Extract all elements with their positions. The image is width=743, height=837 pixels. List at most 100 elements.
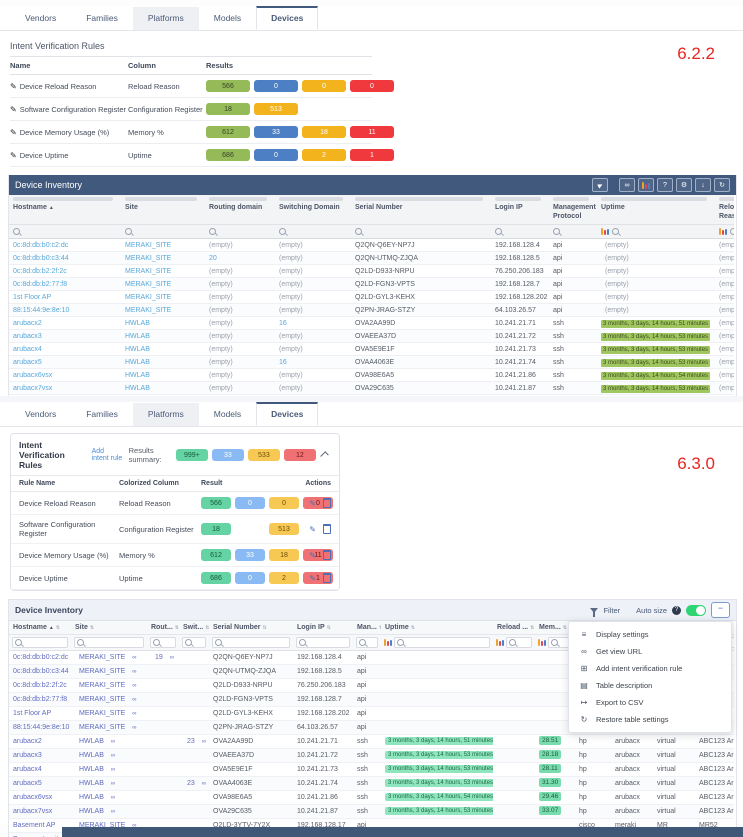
column-filter[interactable] [121,225,205,238]
hostname-link[interactable]: arubacx6vsx [13,794,53,801]
tab-devices[interactable]: Devices [256,6,319,30]
menu-item[interactable]: ↦ Export to CSV [569,694,731,711]
hostname-link[interactable]: 0c:8d:db:b0:c2:dc [13,241,69,249]
column-header[interactable]: Hostname ▲ [13,204,54,211]
hostname-link[interactable]: arubacx7vsx [13,808,53,815]
menu-item[interactable]: ▤ Table description [569,677,731,694]
help-icon[interactable]: ? [657,178,673,192]
routing-domain-link[interactable]: 19 [155,654,163,661]
hostname-link[interactable]: 0c:8d:db:b2:77:f8 [13,280,68,288]
routing-domain-link[interactable] [151,681,157,690]
column-handle[interactable] [125,197,197,201]
site-link[interactable]: MERAKI_SITE [125,254,172,262]
hostname-link[interactable]: 0c:8d:db:b2:77:f8 [13,696,68,703]
column-header[interactable]: Mem...▲⇅ [539,624,567,631]
search-input[interactable] [74,637,144,648]
info-icon[interactable]: ? [672,605,681,615]
switching-domain-link[interactable]: 23 [187,738,195,745]
site-link[interactable]: HWLAB [125,358,150,366]
column-header[interactable]: Rout...▲⇅ [151,624,179,631]
column-header[interactable]: Serial Number▲⇅ [213,624,267,631]
routing-domain-link[interactable] [151,667,157,676]
edit-rule-icon[interactable]: ✎ [309,573,316,583]
site-link[interactable]: HWLAB [79,766,104,773]
column-header[interactable]: Swit...▲⇅ [183,624,209,631]
tab-vendors[interactable]: Vendors [25,13,57,23]
refresh-icon[interactable]: ↻ [714,178,730,192]
column-handle[interactable] [601,197,707,201]
site-link[interactable]: MERAKI_SITE [79,710,126,717]
routing-domain-link[interactable] [151,695,157,704]
search-input[interactable] [506,637,532,648]
delete-rule-icon[interactable] [323,550,331,560]
search-input[interactable] [12,637,68,648]
switching-domain-link[interactable] [183,765,189,774]
column-handle[interactable] [209,197,267,201]
column-header[interactable]: Routing domain▲ [209,204,263,211]
column-header[interactable]: Login IP▲ [495,204,523,211]
routing-domain-link[interactable] [151,723,157,732]
search-input[interactable] [296,637,350,648]
pointer-filter-icon[interactable]: ▶ [592,178,608,192]
site-link[interactable]: MERAKI_SITE [125,280,172,288]
hostname-link[interactable]: 0c:8d:db:b0:c3:44 [13,254,69,262]
column-header[interactable]: Man...▲⇅ [353,621,381,634]
switching-domain-link[interactable] [183,667,189,676]
edit-rule-icon[interactable]: ✎ [309,550,316,560]
delete-rule-icon[interactable] [323,498,331,508]
site-link[interactable]: MERAKI_SITE [79,696,126,703]
hostname-link[interactable]: arubacx7vsx [13,384,53,392]
edit-pencil-icon[interactable]: ✎ [10,104,17,114]
column-header[interactable]: Management Protocol▲ [553,204,596,220]
site-link[interactable]: HWLAB [125,345,150,353]
hostname-link[interactable]: 1st Floor AP [13,293,52,301]
site-link[interactable]: MERAKI_SITE [125,293,172,301]
menu-item[interactable]: ↻ Restore table settings [569,711,731,728]
switching-domain-link[interactable] [183,695,189,704]
tab-families[interactable]: Families [86,409,118,419]
hostname-link[interactable]: arubacx6vsx [13,371,53,379]
column-header[interactable]: Serial Number▲ [355,204,403,211]
site-link[interactable]: HWLAB [125,384,150,392]
search-input[interactable] [150,637,176,648]
switching-domain-link[interactable] [183,751,189,760]
hostname-link[interactable]: arubacx3 [13,332,42,340]
hostname-link[interactable]: 1st Floor AP [13,710,52,717]
site-link[interactable]: MERAKI_SITE [125,267,172,275]
hostname-link[interactable]: 88:15:44:9e:8e:10 [13,724,70,731]
column-filter[interactable] [597,225,715,238]
tab-platforms[interactable]: Platforms [132,7,199,30]
hostname-link[interactable]: arubacx2 [13,319,42,327]
collapse-menu-button[interactable]: − [711,602,730,618]
edit-pencil-icon[interactable]: ✎ [10,150,17,160]
column-header[interactable]: Uptime▲⇅ [385,624,415,631]
add-intent-rule-link[interactable]: Add intent rule [91,448,123,462]
column-filter[interactable] [549,225,597,238]
site-link[interactable]: MERAKI_SITE [79,682,126,689]
site-link[interactable]: MERAKI_SITE [125,241,172,249]
hostname-link[interactable]: arubacx5 [13,780,42,787]
site-link[interactable]: MERAKI_SITE [79,668,126,675]
site-link[interactable]: MERAKI_SITE [125,306,172,314]
routing-domain-link[interactable] [151,751,157,760]
menu-item[interactable]: ⊞ Add intent verification rule [569,660,731,677]
column-handle[interactable] [355,197,483,201]
hostname-link[interactable]: arubacx4 [13,766,42,773]
switching-domain-link[interactable] [183,709,189,718]
site-link[interactable]: MERAKI_SITE [79,724,126,731]
column-filter[interactable] [9,225,121,238]
settings-gear-icon[interactable]: ⚙ [676,178,692,192]
edit-pencil-icon[interactable]: ✎ [10,127,17,137]
column-handle[interactable] [553,197,589,201]
column-filter[interactable] [351,225,491,238]
filter-label[interactable]: Filter [603,605,621,615]
routing-domain-link[interactable] [151,709,157,718]
hostname-link[interactable]: arubacx3 [13,752,42,759]
menu-item[interactable]: ∞ Get view URL [569,643,731,660]
hostname-link[interactable]: arubacx2 [13,738,42,745]
column-filter[interactable] [491,225,549,238]
switching-domain-link[interactable]: 23 [187,780,195,787]
routing-domain-link[interactable] [151,793,157,802]
colorize-icon[interactable] [638,178,654,192]
hostname-link[interactable]: 0c:8d:db:b2:2f:2c [13,267,67,275]
